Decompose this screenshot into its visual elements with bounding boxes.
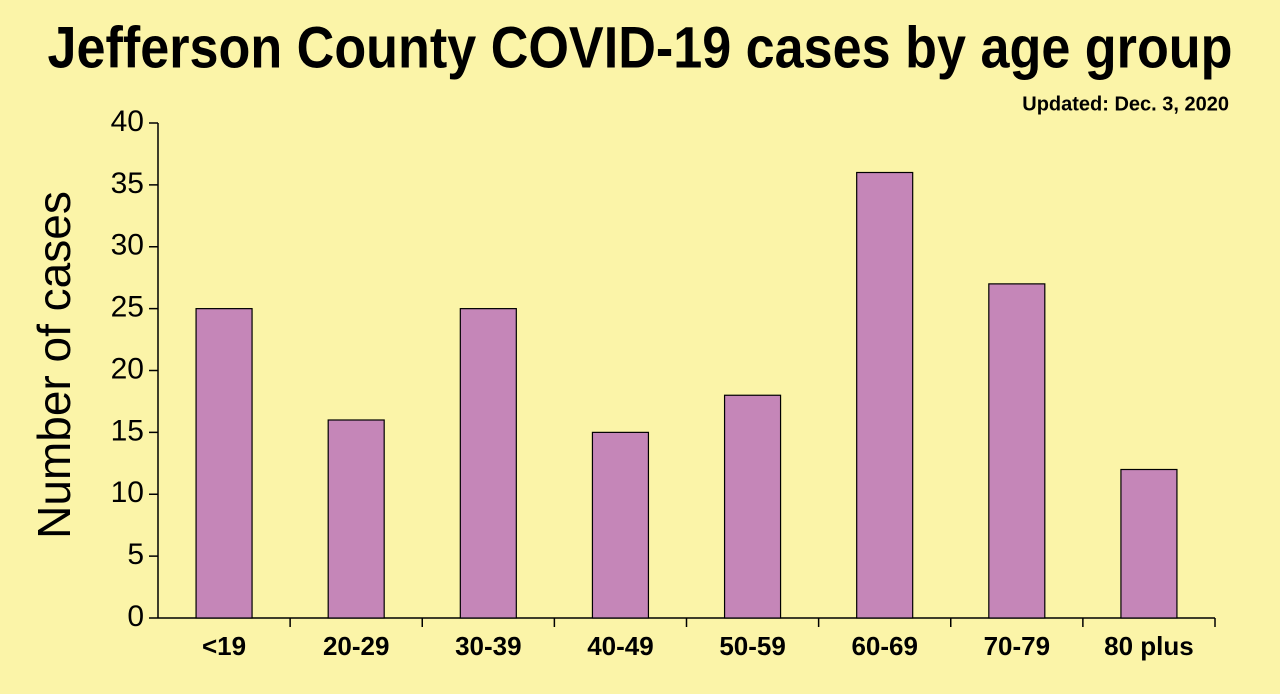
x-tick-label: 60-69 (851, 631, 918, 661)
y-tick-label: 20 (111, 352, 144, 385)
y-tick-label: 0 (127, 600, 144, 633)
x-tick-label: 80 plus (1104, 631, 1194, 661)
x-tick-label: 40-49 (587, 631, 654, 661)
bar (591, 431, 650, 619)
chart-subtitle: Updated: Dec. 3, 2020 (1022, 93, 1229, 115)
y-tick-label: 40 (111, 105, 144, 138)
bar (459, 308, 517, 619)
y-tick-label: 35 (111, 167, 144, 200)
bar (988, 283, 1046, 619)
bar (723, 394, 782, 619)
x-tick-label: <19 (202, 631, 246, 661)
x-tick-label: 50-59 (719, 631, 786, 661)
bar (1120, 468, 1178, 619)
bar (195, 308, 253, 619)
x-tick-label: 70-79 (984, 631, 1051, 661)
y-tick-label: 30 (111, 229, 144, 262)
chart-title: Jefferson County COVID-19 cases by age g… (48, 15, 1233, 80)
y-tick-label: 10 (111, 476, 144, 509)
bar (856, 171, 914, 619)
y-tick-label: 5 (127, 538, 144, 571)
x-tick-label: 20-29 (323, 631, 390, 661)
y-tick-label: 25 (111, 291, 144, 324)
x-tick-label: 30-39 (455, 631, 522, 661)
y-axis-label: Number of cases (28, 191, 80, 539)
y-tick-label: 15 (111, 414, 144, 447)
bar (327, 419, 385, 619)
